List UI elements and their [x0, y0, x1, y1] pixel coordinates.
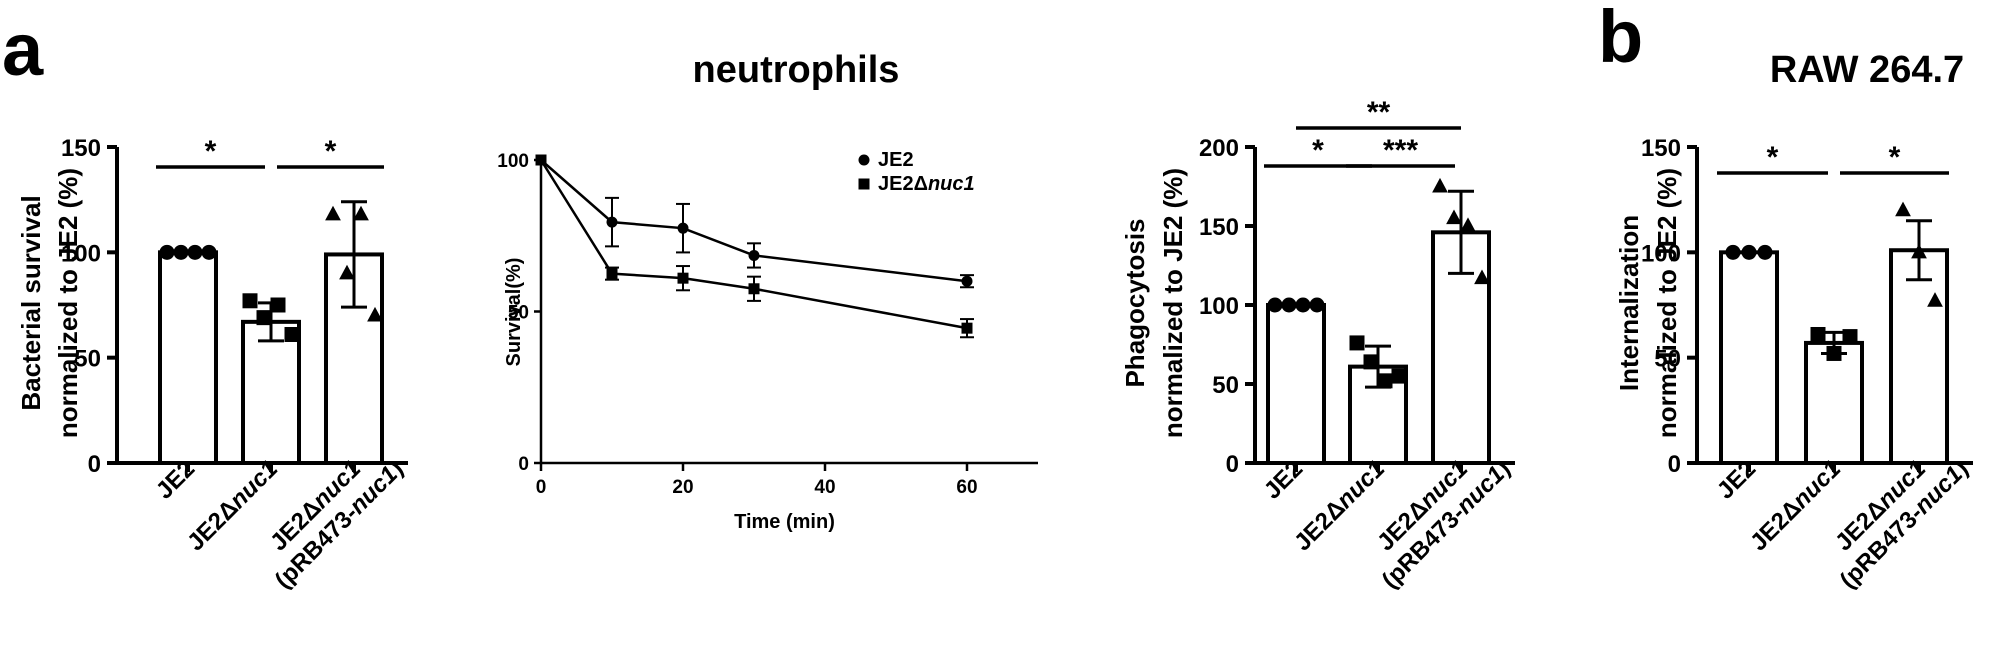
- significance-label: *: [325, 135, 337, 168]
- data-point: [201, 244, 217, 260]
- data-point: [339, 264, 355, 280]
- y-tick-label: 100: [1199, 293, 1239, 320]
- y-axis-label: Internalization: [1614, 215, 1644, 391]
- y-axis-label: normalized to JE2 (%): [53, 168, 83, 438]
- legend-marker: [858, 154, 870, 166]
- data-point: [1309, 297, 1325, 313]
- data-point: [187, 244, 203, 260]
- bar: [1719, 250, 1779, 465]
- data-point: [1826, 345, 1842, 361]
- significance-label: *: [1767, 141, 1779, 174]
- bacterial-survival-chart: 0 50 100 150 Bacterial survival normalized to…: [16, 135, 409, 594]
- y-tick-label: 50: [1212, 372, 1239, 399]
- y-tick-label: 150: [61, 135, 101, 162]
- y-tick-label: 100: [1641, 240, 1681, 267]
- data-point: [242, 293, 258, 309]
- y-tick-label: 0: [518, 454, 529, 475]
- panel-label-a: a: [2, 8, 44, 91]
- y-tick-label: 50: [508, 303, 529, 324]
- bar: [1889, 248, 1949, 465]
- data-point: [159, 244, 175, 260]
- bar: [241, 319, 301, 465]
- bar: [1266, 303, 1326, 465]
- label-part: JE2Δ: [878, 173, 928, 195]
- y-axis-label: normalized to JE2 (%): [1158, 168, 1188, 438]
- data-point: [677, 222, 689, 234]
- y-tick-label: 100: [497, 151, 529, 172]
- data-point: [1363, 354, 1379, 370]
- category-label: JE2Δnuc1: [1745, 455, 1846, 556]
- y-axis-label: normalized to JE2 (%): [1652, 168, 1682, 438]
- data-point: [1842, 329, 1858, 345]
- data-point: [961, 322, 973, 334]
- data-point: [1391, 368, 1407, 384]
- y-tick-label: 0: [1668, 451, 1681, 478]
- y-tick-label: 100: [61, 240, 101, 267]
- label-part: nuc1: [928, 173, 975, 195]
- y-axis-label: Bacterial survival: [16, 195, 46, 410]
- data-point: [1911, 243, 1927, 259]
- data-point: [606, 268, 618, 280]
- y-tick-label: 200: [1199, 135, 1239, 162]
- data-point: [1295, 297, 1311, 313]
- data-point: [961, 275, 973, 287]
- x-axis-label: Time (min): [734, 511, 835, 533]
- phagocytosis-chart: 0 50 100 150 200 Phagocytosis normalized to JE…: [1120, 96, 1516, 594]
- data-point: [1377, 373, 1393, 389]
- y-axis-label: Survival(%): [503, 258, 525, 367]
- data-point: [1432, 177, 1448, 193]
- legend-label: JE2Δnuc1: [878, 173, 975, 195]
- data-point: [256, 310, 272, 326]
- data-point: [1474, 269, 1490, 285]
- data-point: [1741, 244, 1757, 260]
- data-point: [535, 154, 547, 166]
- panel-label-b: b: [1598, 0, 1643, 78]
- internalization-chart: 0 50 100 150 Internalization normalized to JE…: [1614, 135, 1974, 594]
- data-point: [1349, 335, 1365, 351]
- data-point: [353, 205, 369, 221]
- significance-label: *: [1312, 134, 1324, 167]
- data-point: [173, 244, 189, 260]
- data-point: [606, 216, 618, 228]
- y-tick-label: 50: [74, 346, 101, 373]
- data-point: [1725, 244, 1741, 260]
- data-point: [1757, 244, 1773, 260]
- y-tick-label: 0: [1226, 451, 1239, 478]
- y-tick-label: 150: [1199, 214, 1239, 241]
- legend-label: JE2: [878, 149, 914, 171]
- raw-title: RAW 264.7: [1770, 49, 1964, 91]
- significance-label: *: [1889, 141, 1901, 174]
- y-tick-label: 150: [1641, 135, 1681, 162]
- y-tick-label: 0: [88, 451, 101, 478]
- data-point: [284, 326, 300, 342]
- x-tick-label: 40: [814, 477, 835, 498]
- data-point: [1446, 209, 1462, 225]
- x-tick-label: 0: [536, 477, 547, 498]
- bar: [158, 250, 218, 465]
- data-point: [1927, 292, 1943, 307]
- y-axis-label: Phagocytosis: [1120, 218, 1150, 387]
- x-tick-label: 60: [956, 477, 977, 498]
- significance-label: ***: [1383, 134, 1418, 167]
- y-tick-label: 50: [1654, 346, 1681, 373]
- data-point: [748, 283, 760, 295]
- x-tick-label: 20: [672, 477, 693, 498]
- data-point: [677, 272, 689, 284]
- data-point: [1267, 297, 1283, 313]
- neutrophils-title: neutrophils: [693, 49, 900, 91]
- data-point: [367, 306, 383, 322]
- significance-label: *: [205, 135, 217, 168]
- data-point: [1281, 297, 1297, 313]
- data-point: [270, 297, 286, 313]
- survival-time-chart: 0 50 100 0 20 40 60 Time (min) Survival(%) JE2JE2…: [497, 149, 1038, 533]
- data-point: [748, 249, 760, 261]
- data-point: [1895, 201, 1911, 217]
- data-point: [1460, 217, 1476, 232]
- data-point: [1810, 326, 1826, 342]
- significance-label: **: [1367, 96, 1391, 129]
- legend-marker: [858, 178, 870, 190]
- data-point: [325, 205, 341, 221]
